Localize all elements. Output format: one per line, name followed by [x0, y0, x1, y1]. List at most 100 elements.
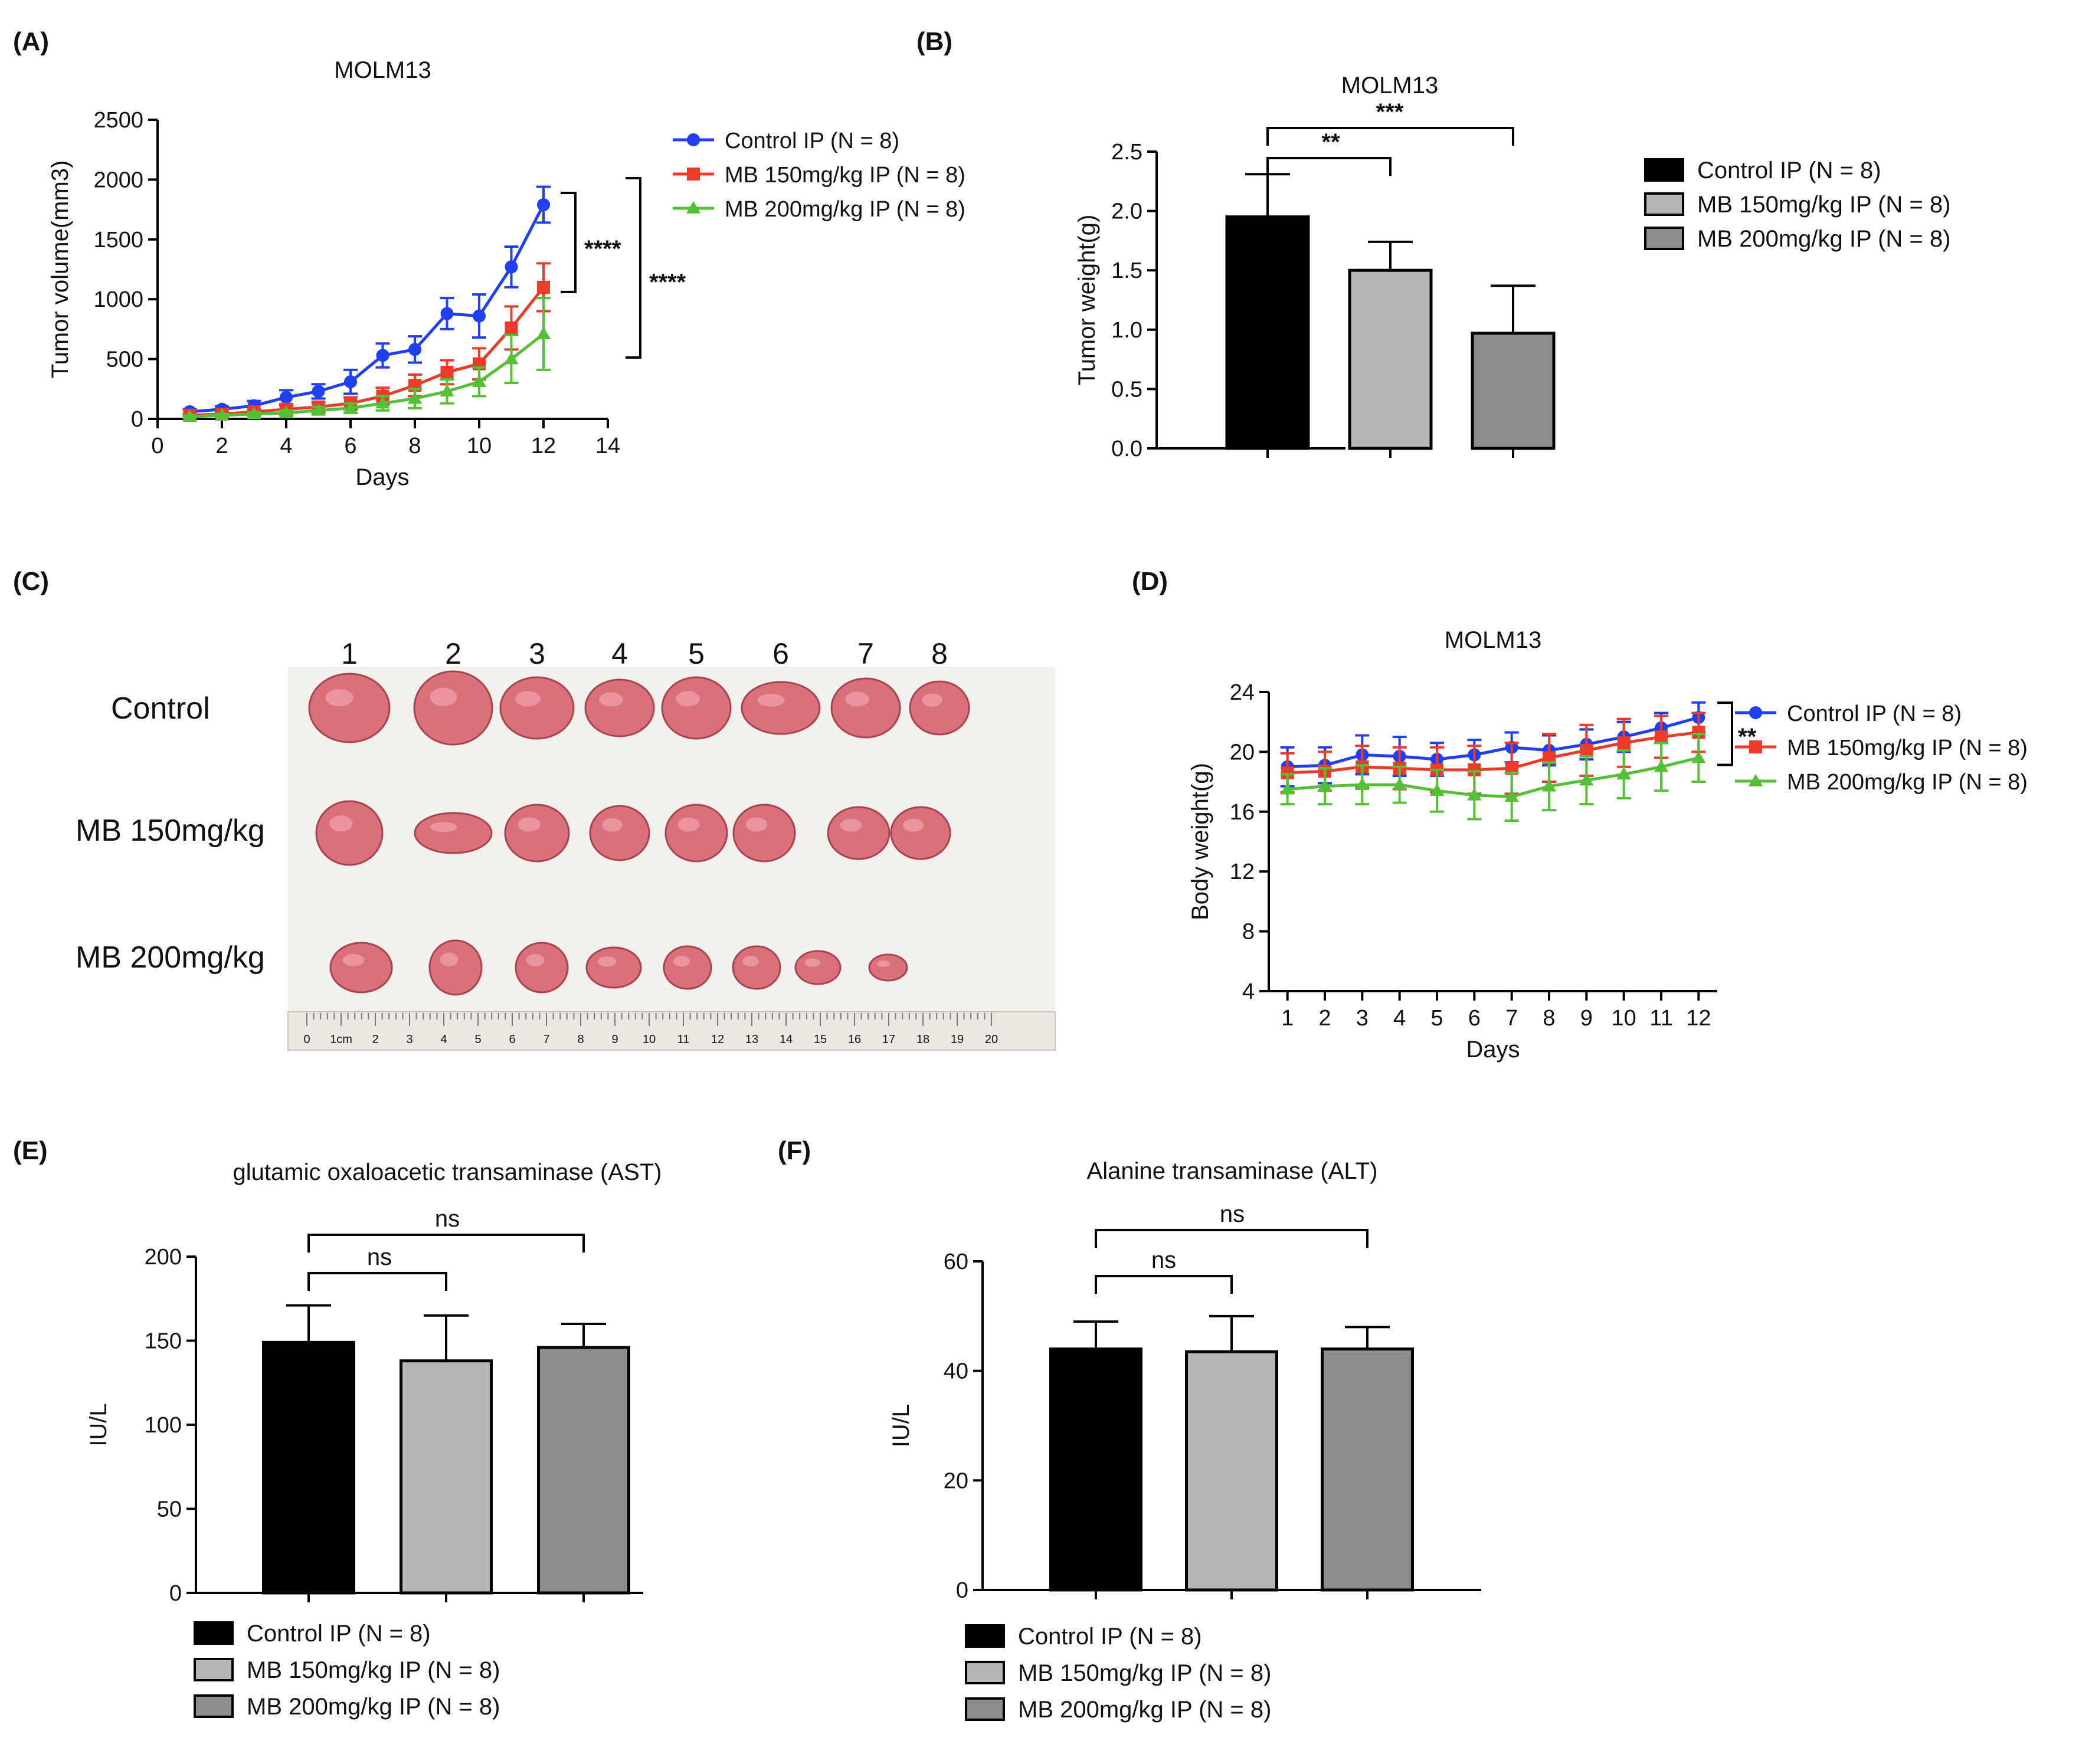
- legend-swatch: [194, 1694, 234, 1718]
- data-point: [473, 309, 486, 323]
- tumor-highlight: [845, 691, 869, 707]
- x-tick-label: 8: [408, 434, 421, 458]
- data-point: [1580, 743, 1593, 757]
- x-tick-label: 2: [215, 434, 228, 458]
- ruler-number: 5: [474, 1033, 481, 1046]
- tumor: [741, 681, 821, 735]
- bar: [1471, 332, 1556, 450]
- y-tick-label: 12: [1230, 860, 1255, 884]
- tumor-highlight: [673, 956, 690, 967]
- data-point: [1543, 751, 1556, 765]
- significance-bracket: [626, 176, 641, 359]
- x-tick-label: 10: [467, 434, 492, 458]
- legend-label: MB 200mg/kg IP (N = 8): [247, 1694, 500, 1720]
- tumor: [515, 942, 569, 994]
- panel-label-e: (E): [13, 1136, 48, 1165]
- data-point: [1429, 783, 1445, 796]
- ruler-number: 2: [372, 1033, 378, 1046]
- data-point: [1655, 730, 1668, 744]
- legend-swatch: [1644, 158, 1684, 182]
- tumor-highlight: [903, 818, 924, 832]
- significance-label: ns: [435, 1206, 460, 1232]
- x-tick-label: 0: [151, 434, 163, 458]
- significance-bracket: [561, 191, 577, 293]
- x-axis-label: Days: [355, 464, 409, 490]
- y-tick-label: 1000: [93, 287, 143, 312]
- data-point: [1468, 763, 1481, 776]
- y-tick-label: 2.0: [1111, 199, 1142, 224]
- data-point: [311, 403, 326, 416]
- tumor: [794, 950, 842, 985]
- photo-column-number: 7: [857, 637, 874, 670]
- tumor-highlight: [745, 817, 768, 832]
- tumor: [830, 677, 901, 739]
- tumor: [504, 804, 570, 863]
- significance-bracket: [1095, 1229, 1369, 1248]
- data-point: [408, 343, 421, 356]
- tumor: [414, 812, 493, 854]
- chart-title: MOLM13: [1341, 73, 1439, 99]
- data-point: [376, 349, 389, 362]
- tumor-highlight: [329, 815, 353, 832]
- tumor-specimens: [308, 670, 970, 996]
- data-point: [1504, 789, 1519, 802]
- tumor-highlight: [757, 693, 785, 707]
- data-point: [536, 326, 551, 339]
- tumor-highlight: [430, 822, 457, 832]
- tumor: [584, 678, 655, 737]
- significance-bracket: [1266, 157, 1392, 176]
- tumor-photo-panel: 1 2 3 4 5 6 7 8 Control MB 150mg/kg MB 2…: [76, 637, 1056, 1051]
- data-point: [537, 198, 550, 211]
- ruler-number: 15: [814, 1033, 827, 1046]
- tumor: [663, 945, 712, 990]
- legend-label: MB 150mg/kg IP (N = 8): [725, 163, 965, 188]
- y-axis-label: Tumor weight(g): [1074, 215, 1100, 386]
- tumor-highlight: [804, 958, 820, 967]
- significance-label: ***: [1376, 99, 1404, 125]
- x-tick-label: 7: [1505, 1006, 1518, 1031]
- ruler-number: 10: [643, 1033, 656, 1046]
- data-point: [1505, 762, 1518, 775]
- tumor-highlight: [440, 952, 459, 966]
- tumor-highlight: [676, 691, 700, 707]
- y-tick-label: 2500: [93, 108, 143, 133]
- series-line: [189, 286, 545, 417]
- tumor-highlight: [742, 956, 759, 967]
- data-point: [182, 409, 197, 422]
- significance-label: ns: [367, 1244, 392, 1270]
- y-tick-label: 200: [145, 1245, 182, 1270]
- legend-swatch: [194, 1621, 234, 1645]
- data-point: [1355, 778, 1370, 790]
- chart-title: MOLM13: [1445, 627, 1542, 653]
- tumor: [890, 806, 951, 860]
- tumor: [664, 804, 728, 863]
- ruler-number: 9: [611, 1033, 618, 1046]
- x-tick-label: 6: [1468, 1006, 1481, 1031]
- tumor: [585, 946, 642, 989]
- photo-column-number: 3: [529, 637, 545, 670]
- tumor: [868, 953, 908, 982]
- y-tick-label: 1500: [93, 228, 143, 253]
- x-tick-label: 8: [1543, 1006, 1555, 1031]
- legend-label: Control IP (N = 8): [247, 1621, 431, 1647]
- legend-label: MB 150mg/kg IP (N = 8): [1697, 192, 1950, 218]
- panel-label-b: (B): [916, 27, 952, 56]
- x-tick-label: 4: [280, 434, 292, 458]
- panel-label-f: (F): [778, 1136, 811, 1165]
- series-line: [189, 204, 545, 414]
- tumor: [315, 800, 384, 866]
- photo-column-number: 8: [931, 637, 948, 670]
- data-point: [1749, 706, 1762, 719]
- tumor-highlight: [325, 689, 353, 707]
- ruler-number: 1cm: [330, 1033, 352, 1046]
- chart-tumor-weight: 0.0 0.5 1.0 1.5 2.0 2.5 MOLM13 Tumor weight(g) *…: [1074, 73, 1950, 461]
- x-tick-label: 14: [595, 434, 620, 458]
- significance-bracket: [1266, 127, 1514, 146]
- photo-column-number: 2: [445, 637, 461, 670]
- significance-bracket: [307, 1272, 447, 1291]
- data-point: [687, 168, 700, 181]
- ruler-number: 14: [780, 1033, 793, 1046]
- ruler-number: 8: [577, 1033, 584, 1046]
